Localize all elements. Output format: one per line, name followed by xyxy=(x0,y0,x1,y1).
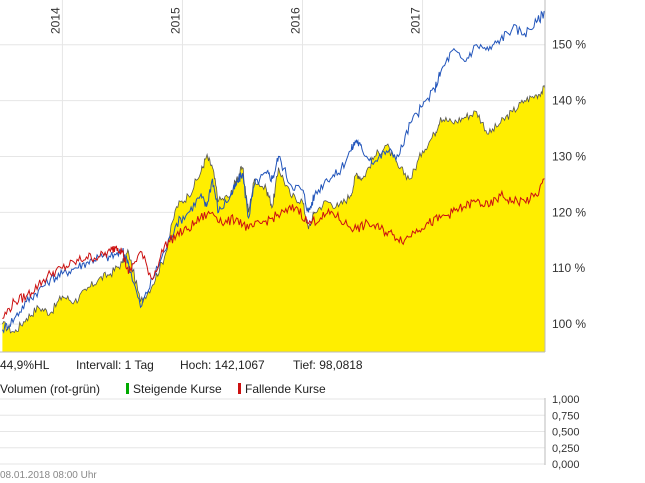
volume-tick-label: 0,000 xyxy=(552,459,580,471)
high-info: Hoch: 142,1067 xyxy=(180,358,265,372)
y-tick-label: 150 % xyxy=(552,38,586,52)
x-tick-label: 2014 xyxy=(48,7,62,34)
legend-falling: Fallende Kurse xyxy=(238,382,326,396)
volume-tick-label: 0,250 xyxy=(552,443,580,455)
volume-axis-labels: 1,000 0,750 0,500 0,250 0,000 xyxy=(552,394,580,471)
range-info: 44,9%HL xyxy=(0,358,50,372)
line-series xyxy=(2,178,546,319)
x-axis-labels: 2014 2015 2016 2017 xyxy=(48,7,422,34)
volume-tick-label: 0,750 xyxy=(552,410,580,422)
legend-rising: Steigende Kurse xyxy=(126,382,222,396)
y-tick-label: 130 % xyxy=(552,149,586,163)
low-info: Tief: 98,0818 xyxy=(293,358,363,372)
price-chart: 100 %110 %120 %130 %140 %150 % 2014 2015 2… xyxy=(0,0,586,353)
x-tick-label: 2016 xyxy=(289,7,303,34)
volume-tick-label: 0,500 xyxy=(552,427,580,439)
line-series xyxy=(1,10,546,334)
legend-falling-label: Fallende Kurse xyxy=(245,382,326,396)
volume-gridlines xyxy=(0,398,545,465)
series-layer xyxy=(1,10,546,352)
rising-color-swatch xyxy=(126,383,129,394)
x-tick-label: 2015 xyxy=(168,7,182,34)
legend-rising-label: Steigende Kurse xyxy=(133,382,222,396)
y-tick-label: 120 % xyxy=(552,205,586,219)
timestamp: 08.01.2018 08:00 Uhr xyxy=(0,470,97,481)
area-series-fill xyxy=(2,85,545,352)
y-tick-label: 140 % xyxy=(552,94,586,108)
volume-title: Volumen (rot-grün) xyxy=(0,382,101,396)
falling-color-swatch xyxy=(238,383,241,394)
volume-tick-label: 1,000 xyxy=(552,394,580,406)
interval-info: Intervall: 1 Tag xyxy=(76,358,154,372)
y-tick-label: 110 % xyxy=(552,261,585,275)
area-series-outline xyxy=(2,85,546,334)
x-tick-label: 2017 xyxy=(409,7,423,34)
y-axis-labels: 100 % 110 % 120 % 130 % 140 % 150 % xyxy=(552,38,586,331)
y-tick-label: 100 % xyxy=(552,317,586,331)
